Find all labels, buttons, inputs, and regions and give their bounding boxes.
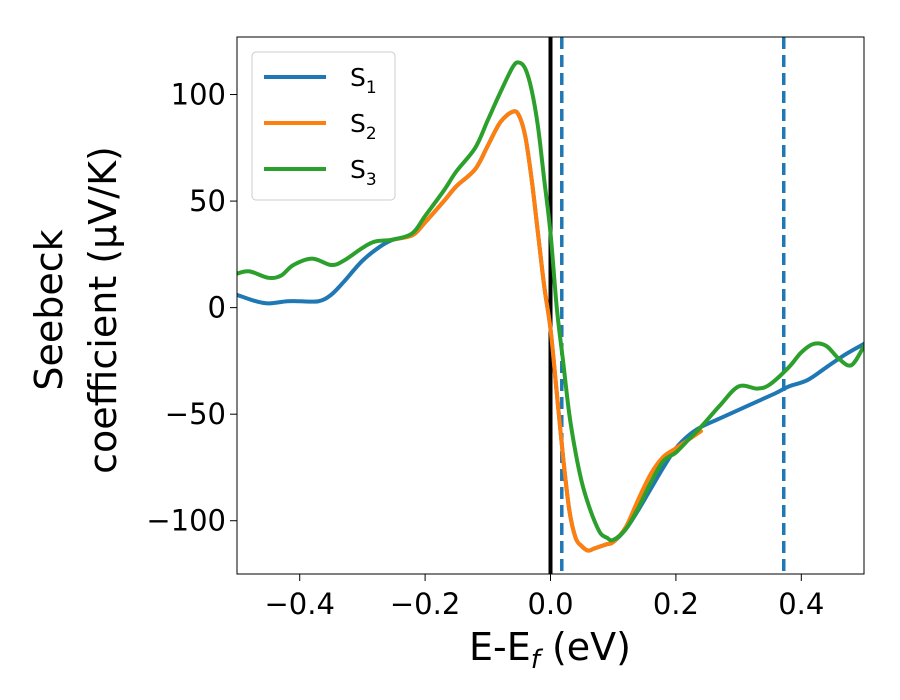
reference-lines [548, 37, 786, 574]
y-axis-title-line2: coefficient (μV/K) [81, 146, 125, 474]
x-tick-label: 0.4 [778, 587, 824, 621]
x-axis-title-unit: (eV) [540, 625, 631, 669]
y-axis-title: Seebeck coefficient (μV/K) [27, 146, 125, 474]
legend-label-s2: S2 [350, 109, 377, 144]
x-tick-label: −0.2 [390, 587, 460, 621]
legend: S1 S2 S3 [251, 51, 396, 201]
y-tick-label: 100 [171, 78, 226, 112]
y-tick-label: 50 [189, 184, 226, 218]
y-tick-label: −100 [146, 504, 226, 538]
legend-label-s1: S1 [350, 63, 377, 98]
y-axis-title-line1: Seebeck [27, 229, 71, 390]
series-line-s3 [237, 60, 864, 543]
x-axis-title: E-Ef (eV) [469, 625, 631, 675]
x-tick-label: 0.0 [527, 587, 573, 621]
y-tick-label: −50 [165, 397, 226, 431]
series-lines [237, 60, 864, 553]
series-line-s2 [391, 109, 703, 553]
x-tick-label: 0.2 [653, 587, 699, 621]
x-tick-label: −0.4 [264, 587, 334, 621]
legend-box [251, 51, 396, 201]
y-axis: 100 50 0 −50 −100 [146, 78, 237, 538]
x-axis: −0.4 −0.2 0.0 0.2 0.4 [264, 574, 824, 621]
legend-label-s3: S3 [350, 155, 377, 190]
y-tick-label: 0 [208, 291, 226, 325]
